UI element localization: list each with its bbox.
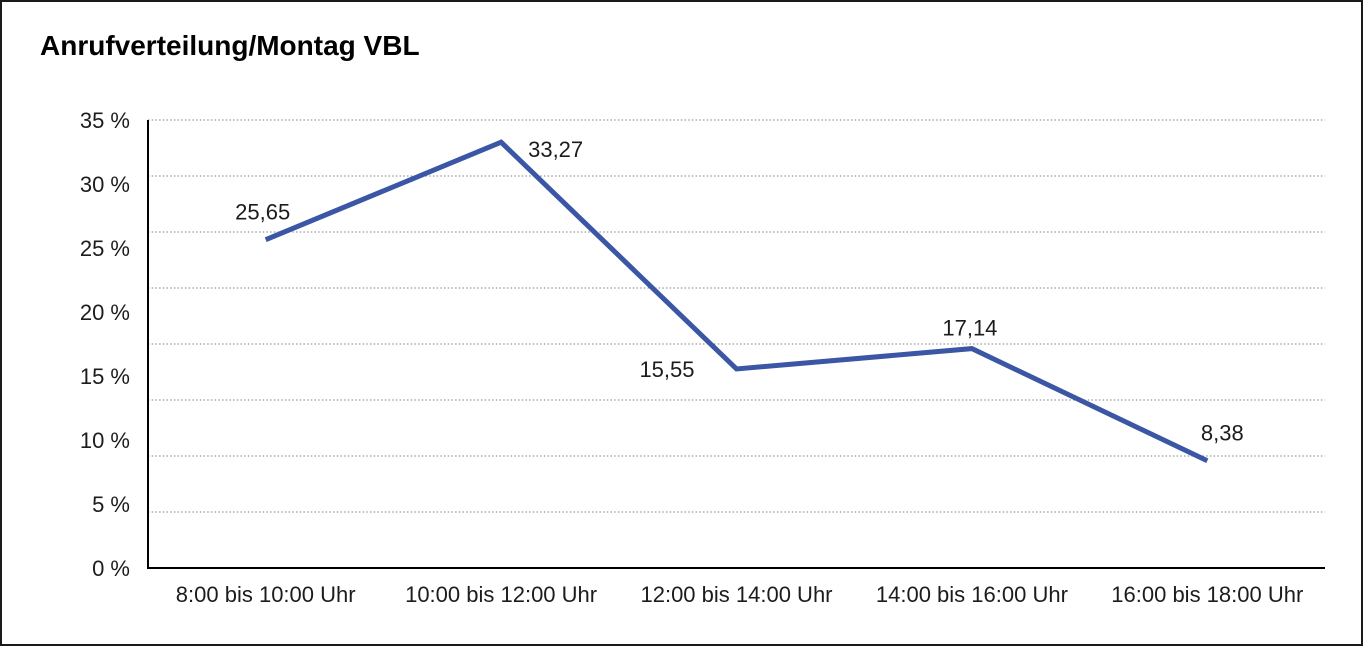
- x-axis-category-label: 10:00 bis 12:00 Uhr: [405, 582, 597, 607]
- y-axis-tick-label: 10 %: [80, 428, 130, 453]
- y-axis-tick-label: 20 %: [80, 300, 130, 325]
- y-axis-tick-label: 15 %: [80, 364, 130, 389]
- series-line: [264, 139, 1209, 463]
- data-point-value-label: 15,55: [639, 357, 694, 382]
- x-axis-category-label: 8:00 bis 10:00 Uhr: [176, 582, 356, 607]
- y-axis-tick-label: 5 %: [92, 492, 130, 517]
- x-axis-category-label: 12:00 bis 14:00 Uhr: [640, 582, 832, 607]
- chart-title: Anrufverteilung/Montag VBL: [40, 30, 420, 61]
- data-point-value-label: 33,27: [528, 137, 583, 162]
- y-axis-tick-label: 35 %: [80, 108, 130, 133]
- y-axis-tick-label: 25 %: [80, 236, 130, 261]
- data-point-value-label: 25,65: [235, 200, 290, 225]
- y-axis-tick-label: 30 %: [80, 172, 130, 197]
- x-axis-category-label: 16:00 bis 18:00 Uhr: [1111, 582, 1303, 607]
- x-axis-category-label: 14:00 bis 16:00 Uhr: [876, 582, 1068, 607]
- data-point-value-label: 8,38: [1201, 421, 1244, 446]
- data-point-value-label: 17,14: [942, 316, 997, 341]
- y-axis-tick-label: 0 %: [92, 556, 130, 581]
